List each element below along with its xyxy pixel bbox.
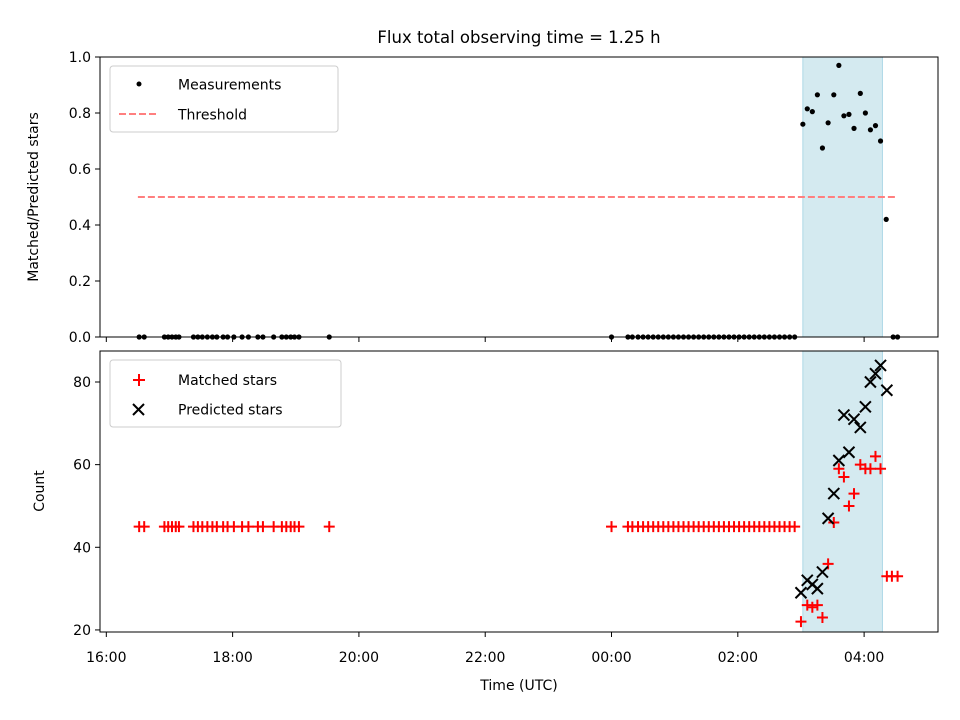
predicted-point-12 (859, 400, 872, 413)
matched-point-64 (806, 601, 818, 613)
measurement-point-73 (857, 90, 863, 96)
x-tick-label-4: 00:00 (591, 650, 631, 666)
bottom-y-tick-label-1: 40 (73, 540, 91, 556)
top-y-tick-label-5: 1.0 (69, 50, 91, 66)
predicted-point-9 (842, 446, 856, 459)
matched-point-66 (816, 612, 828, 624)
x-tick-label-1: 18:00 (212, 650, 252, 666)
matched-point-26 (323, 521, 335, 533)
matched-point-1 (138, 521, 150, 533)
bottom-y-ticks: 20 40 60 80 (73, 375, 100, 639)
matched-point-6 (173, 521, 185, 533)
measurement-point-74 (862, 110, 868, 116)
matched-point-62 (795, 616, 807, 628)
matched-point-61 (789, 521, 801, 533)
top-legend-box (109, 65, 339, 133)
top-y-ticks: 0.0 0.2 0.4 0.6 0.8 1.0 (69, 50, 100, 346)
matched-point-71 (843, 500, 855, 512)
legend-predicted-marker (132, 403, 145, 416)
matched-point-17 (242, 521, 254, 533)
measurement-point-63 (804, 106, 810, 112)
matched-point-75 (864, 463, 876, 475)
measurement-point-70 (841, 113, 847, 119)
bottom-marks (133, 359, 904, 628)
matched-point-63 (801, 599, 813, 611)
matched-point-72 (848, 488, 860, 500)
matched-point-77 (875, 463, 887, 475)
matched-point-25 (293, 521, 305, 533)
measurement-point-67 (825, 120, 831, 126)
top-y-axis-label: Matched/Predicted stars (26, 112, 42, 282)
measurement-point-76 (872, 123, 879, 129)
bottom-legend: Matched stars Predicted stars (109, 359, 342, 428)
legend-measurements-label: Measurements (178, 78, 281, 94)
top-y-tick-label-1: 0.2 (69, 274, 91, 290)
legend-matched-marker (133, 374, 145, 386)
top-y-tick-label-0: 0.0 (69, 330, 91, 346)
top-x-ticks (105, 337, 865, 342)
matched-point-27 (606, 521, 618, 533)
matched-point-69 (833, 463, 845, 475)
measurement-point-77 (877, 138, 884, 144)
top-y-tick-label-4: 0.8 (69, 106, 91, 122)
measurement-point-65 (814, 92, 820, 98)
matched-point-68 (828, 516, 840, 528)
predicted-point-13 (864, 375, 877, 389)
chart-title: Flux total observing time = 1.25 h (377, 28, 660, 47)
bottom-y-tick-label-2: 60 (73, 458, 91, 474)
matched-point-19 (257, 521, 269, 533)
legend-matched-label: Matched stars (178, 373, 277, 389)
predicted-point-6 (827, 487, 841, 500)
top-y-tick-label-3: 0.6 (69, 162, 91, 178)
measurement-point-69 (836, 62, 842, 68)
measurement-point-71 (846, 111, 852, 117)
legend-measurements-marker (136, 81, 142, 87)
bottom-observing-window (802, 350, 883, 633)
matched-point-65 (811, 599, 823, 611)
measurement-point-62 (800, 121, 806, 127)
bottom-panel: 20 40 60 80 16:00 18:00 20:00 22:00 00:00 02:00 0… (32, 350, 939, 694)
predicted-point-0 (794, 586, 808, 599)
predicted-point-7 (832, 454, 846, 467)
measurement-point-75 (867, 127, 874, 133)
bottom-y-tick-label-3: 80 (73, 375, 91, 391)
predicted-point-11 (854, 421, 867, 434)
predicted-point-14 (869, 367, 882, 380)
bottom-y-axis-label: Count (32, 470, 48, 512)
predicted-point-5 (821, 512, 835, 525)
measurement-point-72 (851, 125, 857, 131)
x-tick-label-0: 16:00 (86, 650, 126, 666)
matched-point-76 (869, 450, 881, 462)
x-axis-label: Time (UTC) (479, 678, 557, 694)
measurement-point-64 (809, 109, 815, 115)
top-panel: 0.0 0.2 0.4 0.6 0.8 1.0 Matched/Predicted sta… (26, 50, 939, 346)
bottom-legend-box (109, 359, 342, 428)
top-axes-frame (99, 56, 939, 338)
x-tick-label-6: 04:00 (844, 650, 884, 666)
bottom-axes-frame (99, 350, 939, 633)
predicted-point-10 (847, 412, 861, 426)
top-y-tick-label-2: 0.4 (69, 218, 91, 234)
top-marks (136, 62, 901, 340)
measurement-point-66 (819, 145, 826, 151)
matched-point-80 (892, 570, 904, 582)
measurement-point-68 (831, 92, 837, 98)
top-legend: Measurements Threshold (109, 65, 339, 133)
predicted-point-15 (874, 359, 887, 372)
x-tick-label-2: 20:00 (339, 650, 379, 666)
x-tick-label-5: 02:00 (718, 650, 758, 666)
measurement-point-78 (883, 216, 889, 222)
legend-predicted-label: Predicted stars (178, 403, 283, 419)
predicted-point-8 (837, 408, 851, 422)
bottom-y-tick-label-0: 20 (73, 623, 91, 639)
matched-point-70 (838, 471, 850, 483)
predicted-point-4 (816, 565, 829, 579)
bottom-x-ticks: 16:00 18:00 20:00 22:00 00:00 02:00 04:00 (86, 632, 884, 666)
legend-threshold-label: Threshold (177, 108, 247, 124)
x-tick-label-3: 22:00 (465, 650, 505, 666)
predicted-point-3 (811, 582, 824, 595)
predicted-point-16 (880, 384, 894, 397)
